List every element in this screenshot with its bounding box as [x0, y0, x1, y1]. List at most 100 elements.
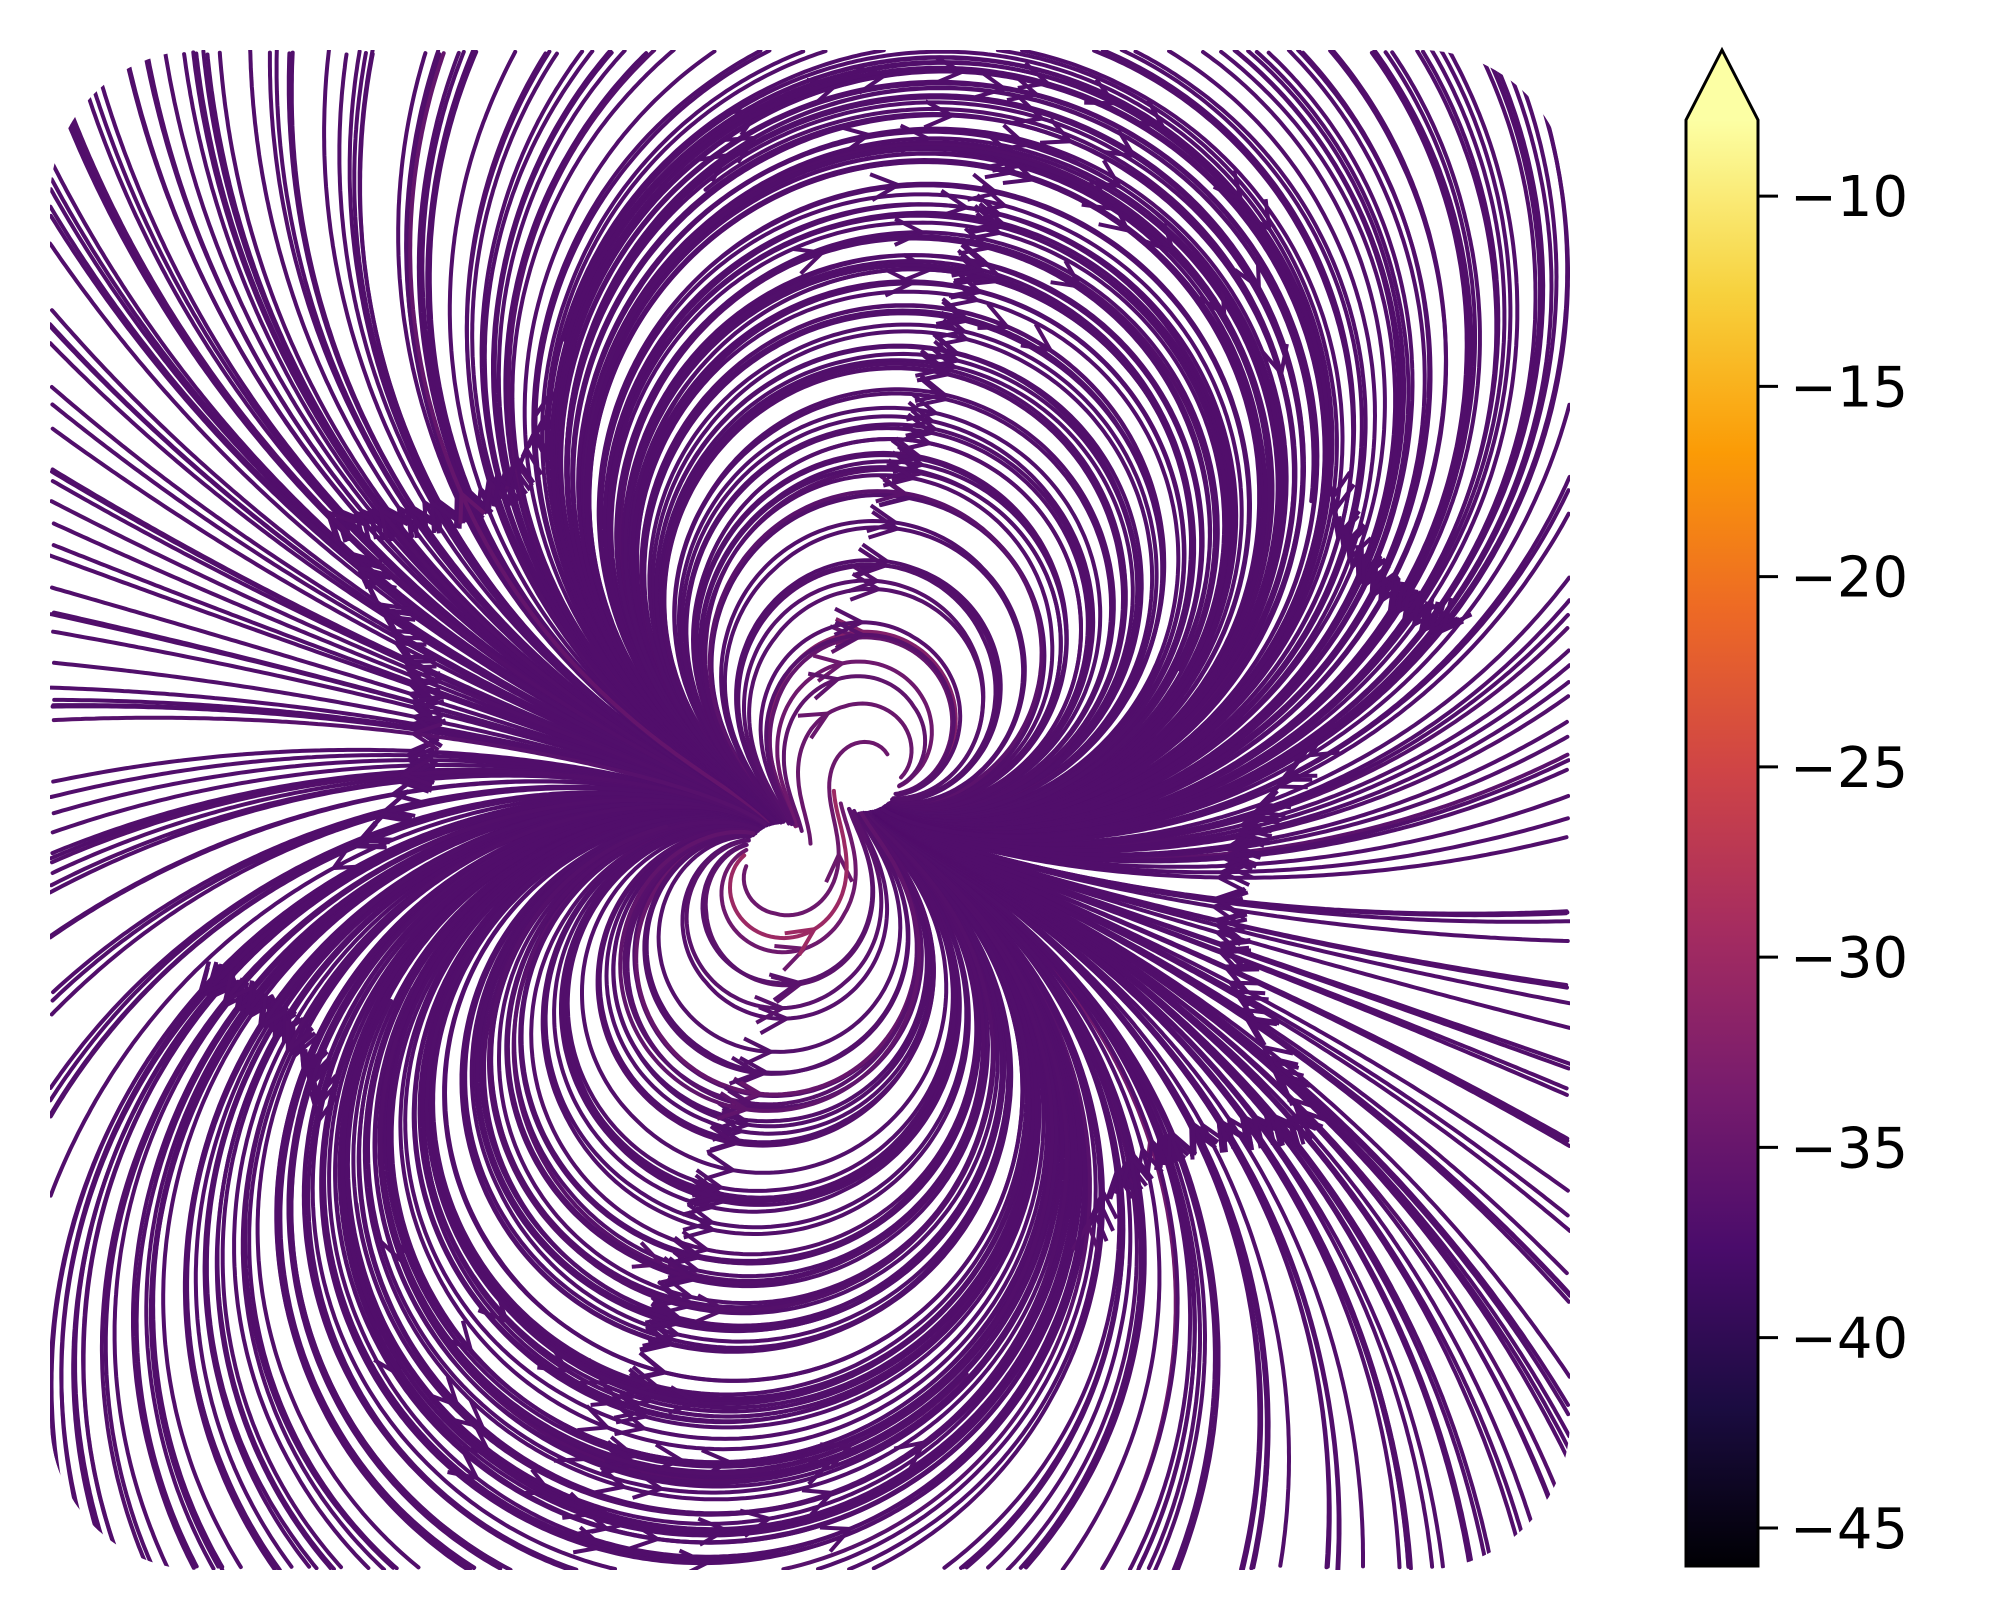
streamline-arrow-319 [882, 458, 917, 488]
streamline-arrow-281 [969, 211, 1004, 241]
streamline-arrow-287 [701, 1448, 734, 1478]
streamline-arrow-223 [646, 1303, 681, 1333]
streamline-arrow-290 [652, 1279, 687, 1309]
colorbar-tick-label-1: −15 [1790, 355, 1908, 420]
streamline-arrow-250 [774, 944, 809, 972]
streamline-arrow-334 [1121, 1151, 1151, 1186]
streamline-arrow-76 [377, 792, 413, 821]
streamline-arrow-269 [706, 1124, 741, 1155]
streamline-arrow-341 [914, 348, 950, 378]
streamline-arrow-446 [1213, 917, 1248, 947]
streamline-arrow-252 [797, 711, 832, 740]
streamline-arrow-267 [667, 1237, 702, 1267]
streamline-arrow-321 [902, 400, 937, 430]
streamline-arrow-226 [714, 1101, 749, 1131]
streamline-arrow-145 [378, 507, 409, 541]
streamline-arrow-481 [1441, 597, 1473, 631]
streamline-arrow-472 [1235, 814, 1270, 844]
streamline-arrow-120 [222, 970, 254, 1005]
streamline-arrow-249 [754, 994, 788, 1025]
streamline-arrow-198 [590, 1504, 625, 1534]
streamline-arrow-268 [686, 1177, 721, 1208]
streamline-arrow-471 [1223, 838, 1257, 869]
streamline-arrow-333 [1107, 1162, 1137, 1197]
streamline-arrow-344 [935, 297, 971, 326]
streamline-arrow-389 [1089, 159, 1124, 189]
streamline-arrow-435 [1370, 559, 1399, 594]
streamline-arrow-144 [402, 664, 437, 692]
streamline-arrow-383 [1432, 604, 1465, 638]
colorbar-tick-label-3: −25 [1790, 736, 1908, 801]
streamline-arrow-295 [875, 474, 910, 504]
streamline-arrow-309 [819, 1525, 855, 1553]
streamline-arrow-340 [977, 302, 1012, 330]
streamline-arrow-467 [1216, 938, 1251, 967]
streamline-arrow-132 [307, 1070, 337, 1106]
streamline-arrow-363 [1050, 259, 1084, 290]
streamline-arrow-274 [807, 671, 843, 701]
streamline-arrow-206 [758, 1005, 792, 1036]
streamline-arrow-364 [972, 257, 1008, 286]
streamline-arrow-243 [613, 1390, 649, 1420]
streamline-arrow-466 [1221, 963, 1256, 991]
streamline-arrow-320 [886, 438, 921, 468]
colorbar-tick-label-6: −40 [1790, 1307, 1908, 1372]
colorbar-extend-max-arrow [1686, 50, 1758, 120]
streamline-arrow-228 [768, 972, 803, 1002]
streamline-arrow-241 [678, 1548, 712, 1570]
streamline-arrow-80 [388, 628, 423, 657]
streamline-arrow-123 [376, 601, 411, 632]
streamline-arrow-87 [411, 504, 441, 538]
colorbar-tick-label-7: −45 [1790, 1497, 1908, 1562]
streamline-arrow-166 [324, 508, 357, 542]
streamline-arrow-465 [1231, 989, 1266, 1018]
streamline-arrow-75 [205, 961, 237, 995]
streamline-arrow-102 [357, 565, 391, 597]
streamline-arrow-248 [728, 1055, 763, 1086]
streamline-arrow-448 [1217, 857, 1251, 887]
colorbar-tick-label-4: −30 [1790, 926, 1908, 991]
streamline-arrow-395 [1216, 1118, 1246, 1153]
streamline-arrow-199 [604, 1435, 639, 1465]
streamline-arrow-52 [210, 963, 242, 997]
streamline-arrow-155 [593, 1465, 629, 1495]
streamline-arrow-292 [695, 1293, 729, 1324]
streamline-arrow-438 [1264, 1111, 1296, 1145]
streamline-arrow-73 [289, 1021, 317, 1056]
streamline-arrow-342 [916, 353, 951, 383]
streamline-arrow-219 [519, 429, 549, 463]
streamline-arrow-125 [429, 499, 458, 534]
streamline-arrow-308 [1088, 1187, 1119, 1220]
streamline-arrow-186 [631, 1241, 666, 1269]
streamline-arrow-468 [1213, 912, 1248, 942]
streamline-arrow-233 [867, 510, 902, 540]
colorbar: −10 −15 −20 −25 −30 −35 −40 −45 [1684, 46, 1908, 1568]
streamline-arrow-297 [854, 547, 889, 577]
streamline-arrow-365 [951, 248, 986, 278]
streamline-arrow-291 [657, 1256, 692, 1285]
streamline-arrow-82 [353, 509, 385, 543]
streamline-arrow-463 [1260, 1044, 1294, 1075]
streamline-arrow-417 [1243, 1114, 1274, 1148]
streamline-arrow-298 [866, 503, 901, 534]
streamline-arrow-251 [784, 926, 819, 957]
streamline-arrow-143 [398, 763, 433, 793]
streamline-arrow-413 [1344, 528, 1373, 564]
streamline-arrow-275 [833, 606, 867, 637]
streamline-arrow-312 [820, 1442, 855, 1470]
streamline-arrow-409 [1242, 198, 1272, 233]
streamline-arrow-412 [1332, 504, 1361, 539]
streamline-arrow-474 [1273, 762, 1308, 790]
streamline-arrow-122 [407, 694, 443, 723]
streamline-arrow-142 [285, 1020, 313, 1055]
streamline-arrow-469 [1212, 887, 1247, 917]
streamline-arrow-411 [1322, 467, 1352, 502]
streamline-arrow-386 [1144, 222, 1177, 256]
streamline-arrow-165 [399, 757, 433, 788]
streamline-arrow-305 [1006, 73, 1041, 103]
streamline-arrow-220 [628, 1521, 663, 1551]
streamline-arrow-418 [1251, 1115, 1283, 1149]
streamline-arrow-278 [901, 412, 937, 442]
streamline-arrow-462 [1277, 1074, 1311, 1107]
